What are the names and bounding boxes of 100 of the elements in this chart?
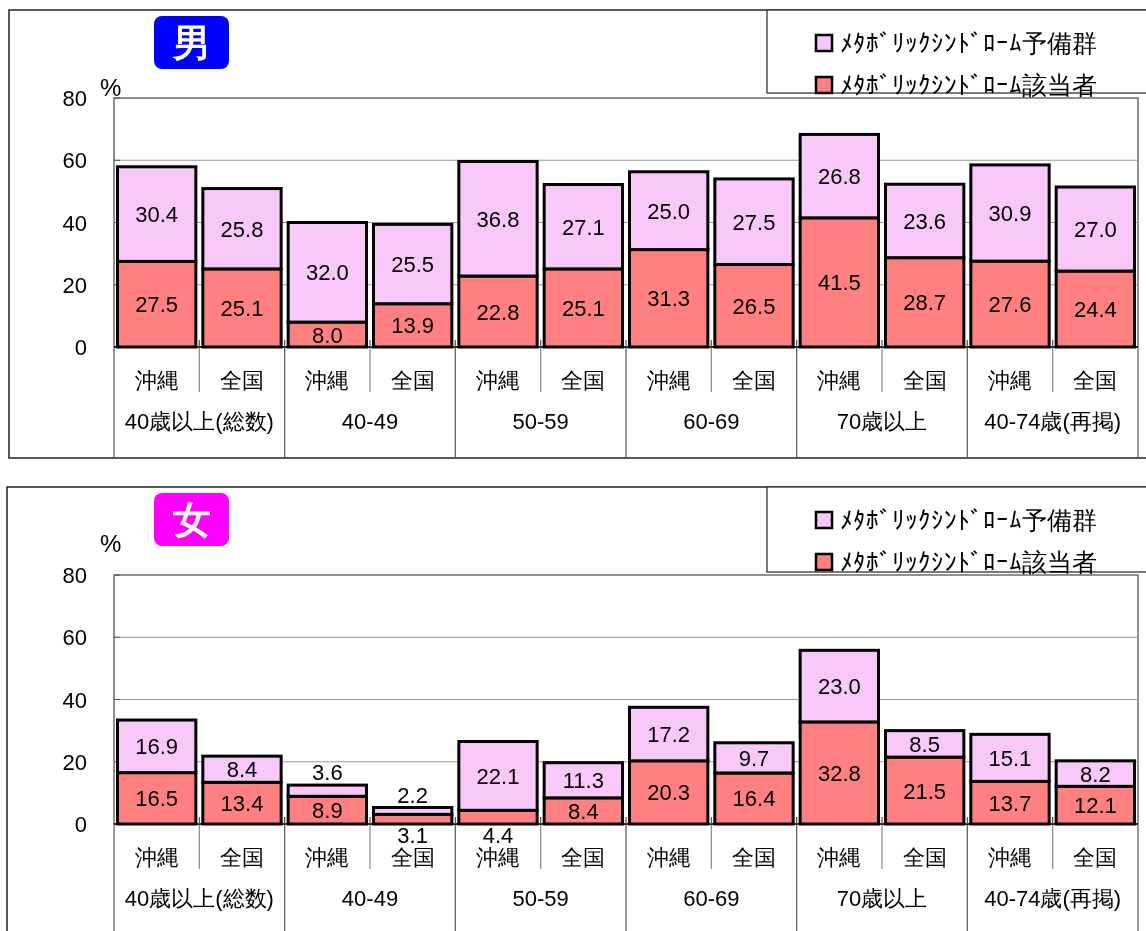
- y-tick-label: 20: [62, 272, 87, 298]
- x-tick-label: 全国: [220, 845, 264, 870]
- y-tick-label: 80: [62, 563, 87, 588]
- legend-label: ﾒﾀﾎﾞﾘｯｸｼﾝﾄﾞﾛｰﾑ該当者: [840, 548, 1097, 576]
- y-tick-label: 0: [74, 812, 87, 837]
- data-label: 4.4: [482, 823, 514, 848]
- x-tick-label: 沖縄: [134, 368, 179, 393]
- data-label: 9.7: [738, 745, 770, 771]
- data-label: 26.8: [817, 164, 861, 190]
- data-label: 16.4: [732, 786, 776, 812]
- x-tick-label: 沖縄: [134, 845, 179, 870]
- text: 70歳以上: [836, 886, 928, 911]
- x-tick-label: 沖縄: [305, 845, 350, 870]
- y-tick-label: 60: [62, 148, 87, 174]
- data-label: 27.5: [135, 292, 179, 318]
- legend-label: ﾒﾀﾎﾞﾘｯｸｼﾝﾄﾞﾛｰﾑ予備群: [840, 29, 1097, 57]
- data-label: 41.5: [817, 270, 861, 296]
- data-label: 12.1: [1073, 793, 1117, 819]
- data-label: 32.0: [305, 260, 349, 286]
- data-label: 16.5: [135, 786, 179, 812]
- text: 40-49: [341, 886, 399, 911]
- data-label: 17.2: [647, 722, 691, 748]
- x-tick-label: 全国: [732, 368, 776, 393]
- x-tick-label: 沖縄: [305, 368, 350, 393]
- y-tick-label: 20: [62, 749, 87, 775]
- data-label: 8.4: [226, 757, 258, 783]
- data-label: 23.6: [903, 208, 947, 234]
- data-label: 21.5: [903, 778, 947, 804]
- x-tick-label: 沖縄: [817, 845, 862, 870]
- text: 60-69: [683, 409, 740, 434]
- text: 50-59: [512, 409, 569, 434]
- x-tick-label: 沖縄: [646, 845, 691, 870]
- data-label: 27.1: [561, 214, 605, 240]
- data-label: 24.4: [1073, 297, 1117, 323]
- data-label: 20.3: [647, 780, 691, 806]
- data-label: 27.6: [988, 292, 1032, 318]
- data-label: 3.1: [397, 823, 428, 848]
- y-tick-label: 60: [62, 625, 87, 651]
- data-label: 25.0: [647, 198, 691, 224]
- data-label: 3.6: [312, 760, 343, 786]
- data-label: 32.8: [817, 760, 861, 786]
- data-label: 22.8: [476, 299, 520, 325]
- x-tick-label: 沖縄: [646, 368, 691, 393]
- data-label: 8.5: [909, 731, 940, 757]
- data-label: 25.1: [561, 295, 605, 321]
- data-label: 30.4: [135, 202, 179, 228]
- data-label: 13.4: [220, 791, 264, 817]
- x-tick-label: 沖縄: [817, 368, 862, 393]
- y-tick-label: 0: [74, 335, 87, 360]
- x-tick-label: 沖縄: [476, 368, 520, 393]
- y-tick-label: 40: [62, 210, 87, 236]
- x-tick-label: 全国: [902, 845, 947, 870]
- x-tick-label: 全国: [390, 368, 435, 393]
- y-tick-label: 80: [62, 86, 87, 111]
- data-label: 25.1: [220, 295, 264, 321]
- text: 70歳以上: [836, 409, 928, 434]
- data-label: 8.9: [312, 798, 343, 824]
- legend-label: ﾒﾀﾎﾞﾘｯｸｼﾝﾄﾞﾛｰﾑ予備群: [840, 506, 1097, 534]
- data-label: 8.2: [1080, 761, 1111, 787]
- data-label: 22.1: [476, 763, 520, 789]
- text: 40-74歳(再掲): [984, 409, 1122, 434]
- chart-title: 男: [171, 22, 211, 64]
- x-tick-label: 全国: [220, 368, 264, 393]
- data-label: 28.7: [903, 290, 947, 316]
- x-tick-label: 沖縄: [988, 845, 1032, 870]
- data-label: 27.0: [1073, 217, 1117, 243]
- data-label: 15.1: [988, 745, 1032, 771]
- data-label: 30.9: [988, 201, 1032, 227]
- x-tick-label: 沖縄: [988, 368, 1032, 393]
- data-label: 2.2: [397, 782, 428, 808]
- text: 50-59: [512, 886, 569, 911]
- data-label: 36.8: [476, 206, 520, 232]
- data-label: 8.4: [568, 798, 599, 824]
- text: 60-69: [683, 886, 740, 911]
- y-axis-title: %: [100, 530, 122, 557]
- data-label: 25.5: [391, 252, 435, 278]
- x-tick-label: 沖縄: [476, 845, 520, 870]
- x-tick-label: 全国: [1073, 368, 1118, 393]
- x-tick-label: 全国: [390, 845, 435, 870]
- text: 40歳以上(総数): [124, 409, 274, 434]
- data-label: 8.0: [312, 322, 343, 348]
- legend-label: ﾒﾀﾎﾞﾘｯｸｼﾝﾄﾞﾛｰﾑ該当者: [840, 71, 1097, 99]
- data-label: 16.9: [135, 734, 179, 760]
- data-label: 23.0: [817, 674, 861, 700]
- text: 40-49: [341, 409, 399, 434]
- x-tick-label: 全国: [902, 368, 947, 393]
- text: 40-74歳(再掲): [984, 886, 1122, 911]
- data-label: 11.3: [562, 768, 604, 794]
- y-tick-label: 40: [62, 687, 87, 713]
- data-label: 13.7: [988, 790, 1032, 816]
- data-label: 31.3: [647, 286, 691, 312]
- chart-title: 女: [172, 499, 211, 541]
- y-axis-title: %: [100, 74, 122, 101]
- data-label: 13.9: [391, 313, 435, 339]
- x-tick-label: 全国: [561, 845, 606, 870]
- x-tick-label: 全国: [1073, 845, 1118, 870]
- x-tick-label: 全国: [732, 845, 776, 870]
- text: 40歳以上(総数): [124, 886, 274, 911]
- data-label: 25.8: [220, 216, 264, 242]
- x-tick-label: 全国: [561, 368, 606, 393]
